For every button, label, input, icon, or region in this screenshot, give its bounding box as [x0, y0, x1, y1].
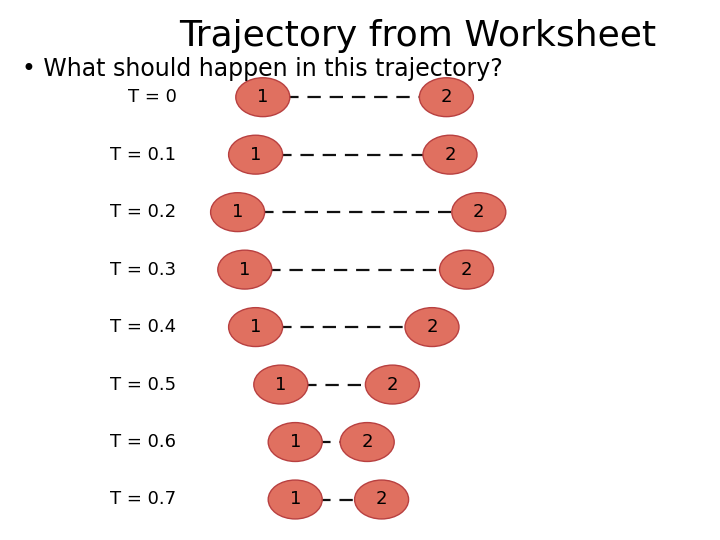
Text: • What should happen in this trajectory?: • What should happen in this trajectory?	[22, 57, 503, 80]
Text: 2: 2	[461, 261, 472, 279]
Ellipse shape	[254, 365, 308, 404]
Text: 2: 2	[387, 375, 398, 394]
Text: T = 0: T = 0	[127, 88, 176, 106]
Text: 1: 1	[232, 203, 243, 221]
Text: 1: 1	[250, 146, 261, 164]
Text: 2: 2	[441, 88, 452, 106]
Text: 2: 2	[473, 203, 485, 221]
Ellipse shape	[355, 480, 409, 519]
Text: 2: 2	[376, 490, 387, 509]
Ellipse shape	[405, 308, 459, 347]
Text: T = 0.7: T = 0.7	[110, 490, 176, 509]
Text: T = 0.3: T = 0.3	[110, 261, 176, 279]
Text: 1: 1	[257, 88, 269, 106]
Ellipse shape	[211, 193, 265, 232]
Ellipse shape	[439, 250, 494, 289]
Text: 1: 1	[289, 433, 301, 451]
Text: Trajectory from Worksheet: Trajectory from Worksheet	[179, 19, 656, 53]
Text: 1: 1	[289, 490, 301, 509]
Ellipse shape	[236, 78, 289, 117]
Ellipse shape	[366, 365, 419, 404]
Text: 2: 2	[444, 146, 456, 164]
Text: 1: 1	[250, 318, 261, 336]
Ellipse shape	[419, 78, 474, 117]
Text: T = 0.1: T = 0.1	[110, 146, 176, 164]
Ellipse shape	[268, 423, 323, 462]
Text: 1: 1	[239, 261, 251, 279]
Ellipse shape	[229, 308, 283, 347]
Ellipse shape	[423, 135, 477, 174]
Text: 2: 2	[361, 433, 373, 451]
Text: T = 0.4: T = 0.4	[110, 318, 176, 336]
Ellipse shape	[218, 250, 272, 289]
Text: T = 0.2: T = 0.2	[110, 203, 176, 221]
Text: 2: 2	[426, 318, 438, 336]
Ellipse shape	[340, 423, 395, 462]
Ellipse shape	[229, 135, 283, 174]
Ellipse shape	[452, 193, 505, 232]
Text: T = 0.5: T = 0.5	[110, 375, 176, 394]
Text: 1: 1	[275, 375, 287, 394]
Text: T = 0.6: T = 0.6	[110, 433, 176, 451]
Ellipse shape	[268, 480, 323, 519]
